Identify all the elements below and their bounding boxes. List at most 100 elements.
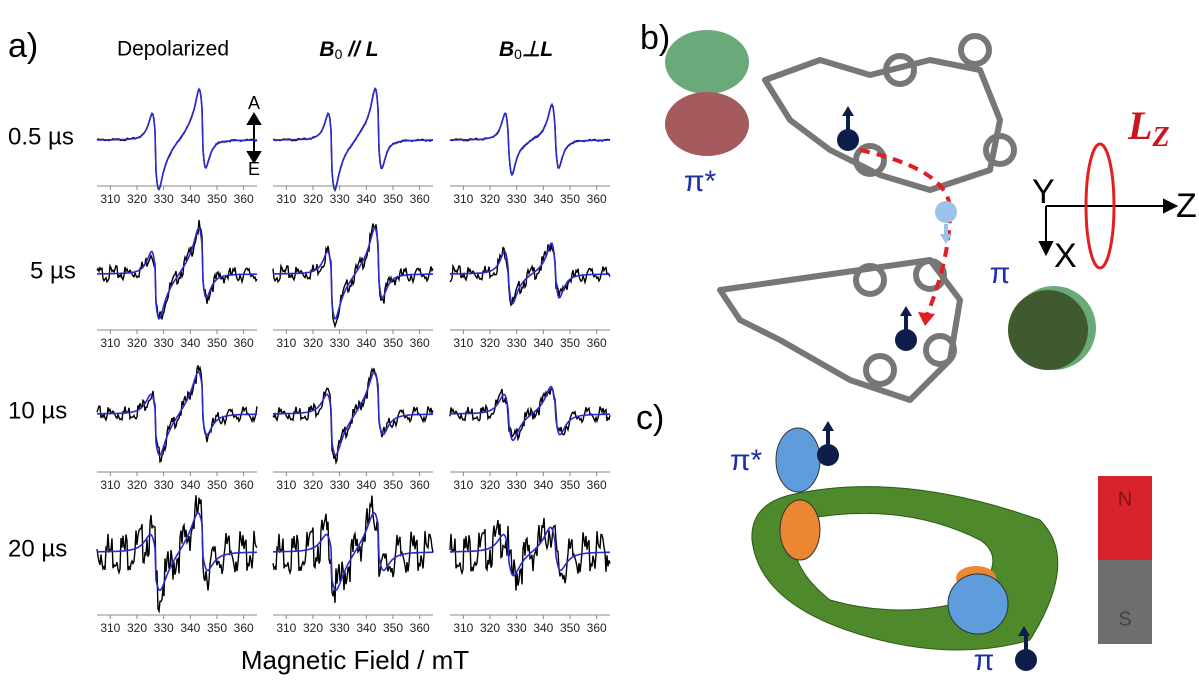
tick-label: 360 [587,336,607,350]
tick-label: 360 [234,336,254,350]
header-b: B [499,38,514,61]
tick-label: 330 [154,336,174,350]
tick-label: 360 [410,478,430,492]
tick-label: 310 [100,621,120,635]
tick-label: 330 [330,621,350,635]
spectrum-experiment [272,495,434,603]
tick-label: 360 [410,336,430,350]
tick-label: 320 [127,336,147,350]
lz-label: LZ [1127,103,1170,153]
tick-label: 310 [453,621,473,635]
tick-label: 360 [234,478,254,492]
orbital-pi [1008,286,1096,370]
arrow-head [918,312,935,326]
magnet-pole: N [1118,488,1132,510]
header-b: B [319,38,334,61]
tick-label: 350 [207,621,227,635]
tick-label: 340 [180,478,200,492]
panel-label: a) [8,27,38,65]
tick-label: 320 [480,192,500,206]
tick-label: 340 [533,336,553,350]
spectrum-experiment [449,243,611,307]
tick-label: 310 [276,336,296,350]
tick-label: 310 [453,192,473,206]
tick-label: 310 [453,478,473,492]
tick-label: 340 [356,336,376,350]
tick-label: 320 [480,336,500,350]
tick-label: 330 [507,192,527,206]
absorption-label: A [248,93,260,113]
tick-label: 360 [587,478,607,492]
tick-label: 360 [587,621,607,635]
tick-label: 330 [330,478,350,492]
tick-label: 330 [330,336,350,350]
magnet [1098,476,1152,644]
header-sub: 0 [335,46,343,62]
tick-label: 350 [383,192,403,206]
header-l: L [540,38,553,61]
pi-star-label: π* [730,444,763,477]
tick-label: 360 [410,192,430,206]
axis-label: Y [1032,173,1055,211]
tick-label: 360 [234,192,254,206]
tick-label: 320 [127,621,147,635]
spectrum-simulation [450,526,610,577]
tick-label: 350 [207,192,227,206]
header-sub: 0 [514,46,522,62]
molecule-upper [762,33,1017,193]
orbital-lobe [779,499,821,561]
header-rel: ⊥ [522,38,540,61]
transfer-arrow [859,148,953,321]
pi-label: π [974,644,995,677]
row-label: 20 µs [8,535,67,562]
spectrum-simulation [273,87,433,191]
pi-label: π [990,257,1011,290]
ae-arrow [246,112,262,164]
magnet-pole: S [1118,608,1131,630]
spectrum-experiment [96,365,258,464]
tick-label: 340 [533,192,553,206]
tick-label: 310 [276,192,296,206]
electron [837,106,859,151]
tick-label: 310 [453,336,473,350]
tick-label: 350 [383,621,403,635]
tick-label: 330 [507,478,527,492]
rotation-arrow [1084,142,1116,270]
tick-label: 350 [207,336,227,350]
tick-label: 340 [180,192,200,206]
tick-label: 330 [330,192,350,206]
tick-label: 340 [356,478,376,492]
electron [935,201,957,244]
tick-label: 320 [127,192,147,206]
spectrum-experiment [272,367,434,465]
tick-label: 320 [303,621,323,635]
spectrum-simulation [97,511,257,592]
tick-label: 320 [303,478,323,492]
tick-label: 320 [480,621,500,635]
x-axis-label: Magnetic Field / mT [241,645,469,675]
tick-label: 330 [154,478,174,492]
spectrum-simulation [273,371,433,456]
tick-label: 330 [154,192,174,206]
emission-label: E [248,159,260,179]
tick-label: 350 [560,478,580,492]
tick-label: 340 [180,621,200,635]
axes [1038,198,1179,257]
axis-label: Z [1176,187,1197,225]
tick-label: 330 [507,336,527,350]
tick-label: 360 [587,192,607,206]
row-label: 5 µs [30,257,76,284]
spectrum-experiment [449,517,611,591]
tick-label: 340 [356,621,376,635]
tick-label: 350 [560,192,580,206]
panel-label: b) [640,19,670,57]
tick-label: 320 [127,478,147,492]
tick-label: 340 [533,478,553,492]
molecule-lower [717,257,963,403]
tick-label: 310 [276,478,296,492]
spectrum-simulation [97,226,257,320]
spectrum-experiment [96,219,258,320]
tick-label: 350 [560,336,580,350]
panel-label: c) [636,399,664,437]
